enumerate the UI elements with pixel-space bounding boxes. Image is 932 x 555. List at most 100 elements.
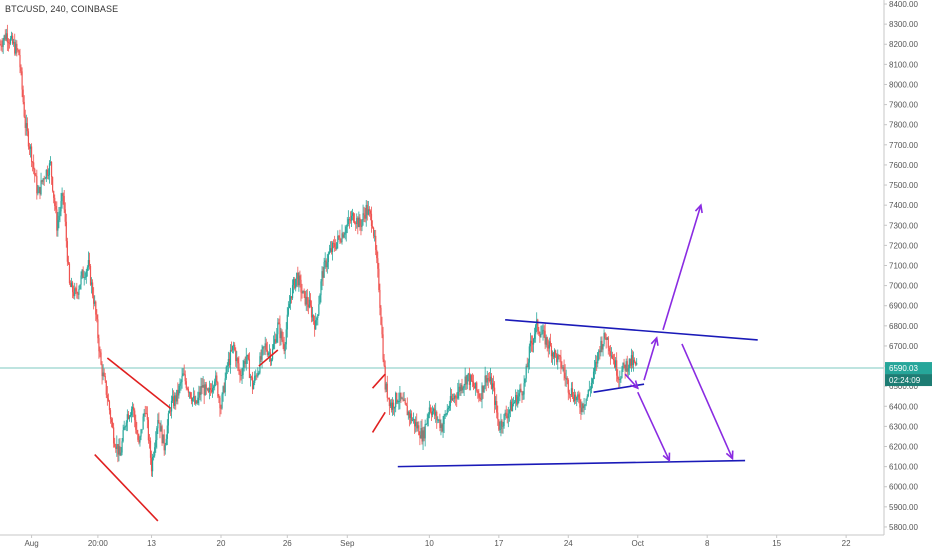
candle-body xyxy=(245,356,247,364)
y-tick-label: 7500.00 xyxy=(889,181,918,190)
candle-body xyxy=(107,398,109,402)
candle-body xyxy=(180,381,182,384)
candle-body xyxy=(320,281,322,296)
candle-body xyxy=(297,272,299,286)
candle-body xyxy=(465,376,467,385)
candle-body xyxy=(62,193,64,196)
candle-body xyxy=(534,334,536,339)
y-tick-label: 8100.00 xyxy=(889,60,918,69)
candle-body xyxy=(382,334,384,360)
candle-body xyxy=(309,299,312,306)
candle-body xyxy=(591,378,594,383)
candle-body xyxy=(8,42,11,44)
candle-body xyxy=(335,247,337,249)
candle-body xyxy=(305,296,307,305)
y-tick-label: 6300.00 xyxy=(889,422,918,431)
candle-body xyxy=(194,396,196,404)
candle-body xyxy=(632,359,635,366)
candle-body xyxy=(568,392,570,395)
candle-body xyxy=(103,372,105,377)
candle-body xyxy=(579,399,581,408)
candle-body xyxy=(343,234,345,238)
candle-body xyxy=(146,413,148,420)
candle-body xyxy=(544,330,546,345)
candle-body xyxy=(137,433,139,440)
candle-body xyxy=(86,267,88,272)
candle-body xyxy=(551,352,554,357)
arrow-short-down xyxy=(624,373,639,389)
candle-body xyxy=(387,397,389,399)
candle-body xyxy=(168,410,171,414)
candle-body xyxy=(603,332,605,345)
candles-layer xyxy=(0,24,638,477)
red-flag-small-1 xyxy=(258,349,279,367)
candle-body xyxy=(129,415,132,417)
candle-body xyxy=(295,278,297,289)
candle-body xyxy=(363,213,365,215)
candle-body xyxy=(357,217,359,228)
candle-body xyxy=(345,226,347,234)
candle-body xyxy=(36,176,38,194)
candle-body xyxy=(260,356,262,360)
candle-body xyxy=(577,394,579,398)
candle-body xyxy=(303,290,305,292)
candle-body xyxy=(250,376,253,378)
candle-body xyxy=(489,376,492,382)
arrow-short-up xyxy=(643,337,658,381)
candle-body xyxy=(38,187,40,193)
candle-body xyxy=(530,340,533,344)
candle-body xyxy=(234,344,236,350)
time-axis[interactable]: Aug 20:00 13 20 26 Sep 10 17 24 Oct 8 15 22 xyxy=(0,534,884,548)
candle-body xyxy=(289,296,292,304)
candle-body xyxy=(504,412,506,415)
candle-body xyxy=(75,288,77,292)
candle-body xyxy=(517,396,519,405)
candle-body xyxy=(526,365,528,368)
candle-body xyxy=(349,219,352,221)
candle-body xyxy=(560,356,562,368)
candle-body xyxy=(611,355,614,360)
candle-body xyxy=(405,403,407,406)
candle-body xyxy=(12,35,14,44)
candle-body xyxy=(593,367,596,372)
candle-body xyxy=(181,375,183,382)
candle-body xyxy=(521,391,523,396)
candle-body xyxy=(407,411,409,416)
candle-body xyxy=(410,413,413,421)
candle-body xyxy=(80,275,82,285)
price-axis[interactable]: 5800.00 5900.00 6000.00 6100.00 6200.00 6300.… xyxy=(883,0,918,535)
candle-body xyxy=(496,401,498,413)
candle-body xyxy=(162,434,164,444)
candle-body xyxy=(430,411,433,416)
candle-body xyxy=(118,446,120,455)
candle-body xyxy=(456,397,458,399)
blue-upper-line xyxy=(505,318,758,341)
candle-body xyxy=(589,389,591,390)
candle-body xyxy=(399,392,401,402)
candle-body xyxy=(633,359,636,362)
candle-body xyxy=(270,359,273,362)
last-price-tag-label: 6590.03 xyxy=(889,364,918,373)
candle-body xyxy=(447,408,449,410)
candle-body xyxy=(127,414,129,419)
candle-body xyxy=(264,343,266,347)
candle-body xyxy=(329,248,332,252)
candle-body xyxy=(512,402,515,405)
candle-body xyxy=(108,401,111,411)
candle-body xyxy=(313,315,315,322)
candle-body xyxy=(101,364,103,377)
candle-body xyxy=(178,385,180,396)
candle-body xyxy=(622,362,624,370)
candle-body xyxy=(464,376,466,385)
candle-body xyxy=(389,402,392,407)
candle-body xyxy=(569,394,571,396)
candle-body xyxy=(32,161,34,163)
candle-body xyxy=(197,397,199,404)
candle-body xyxy=(344,233,346,235)
candle-body xyxy=(601,340,603,350)
candle-body xyxy=(558,355,560,357)
candle-body xyxy=(391,402,394,410)
candle-body xyxy=(323,262,325,278)
arrow-down-left xyxy=(637,391,671,461)
candle-body xyxy=(104,376,106,381)
